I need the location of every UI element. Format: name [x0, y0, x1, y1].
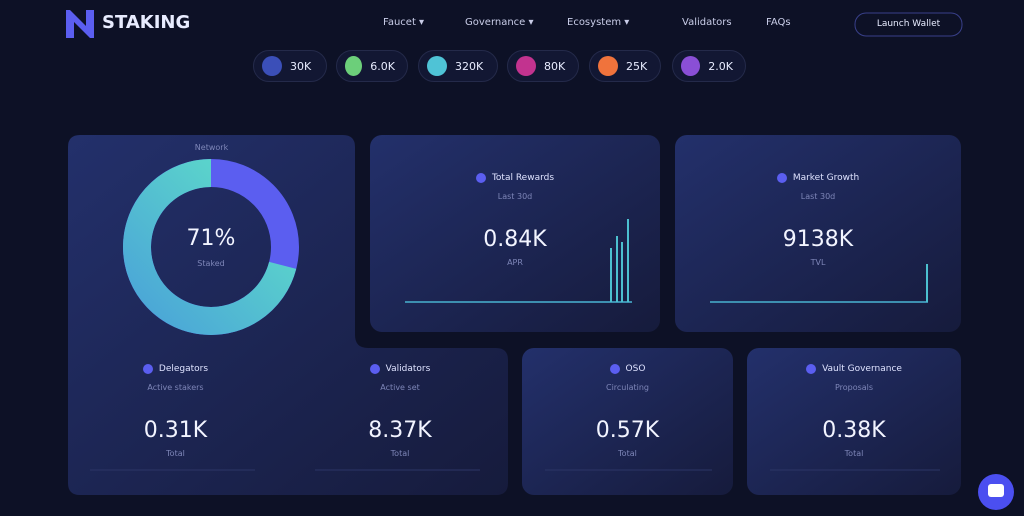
token-pill[interactable]: 320K [418, 50, 498, 82]
card [522, 348, 733, 495]
token-label: 80K [544, 59, 566, 73]
token-label: 30K [290, 59, 312, 73]
token-pill[interactable]: 2.0K [672, 50, 746, 82]
card-title-text: Validators [385, 364, 431, 374]
card-icon [776, 173, 787, 183]
nav-item[interactable]: Ecosystem ▾ [567, 17, 630, 28]
card-value: 0.57K [595, 418, 660, 443]
donut [123, 159, 299, 335]
card-value: 8.37K [368, 418, 432, 443]
token-label: 6.0K [370, 59, 395, 73]
token-pill[interactable]: 30K [253, 50, 327, 82]
card-caption: Total [844, 449, 864, 458]
card-caption: Total [390, 449, 410, 458]
logo [66, 10, 94, 38]
card-value: 0.84K [483, 227, 547, 252]
card-title-text: Total Rewards [491, 173, 555, 183]
token-icon [681, 56, 701, 76]
donut-arc [123, 159, 297, 335]
card-subtitle: Last 30d [497, 192, 533, 201]
token-icon [262, 56, 282, 76]
card-title: Market Growth [675, 173, 961, 183]
card-icon [806, 364, 817, 374]
button-outline[interactable] [854, 12, 963, 37]
donut-value: 71% [186, 226, 236, 251]
card-value: 0.38K [822, 418, 886, 443]
card-caption: APR [507, 258, 523, 267]
overview-panel [68, 135, 508, 495]
card-icon [475, 173, 486, 183]
card-title: Validators [290, 364, 510, 374]
card-icon [142, 364, 153, 374]
card-title-text: OSO [625, 364, 646, 374]
card-caption: Total [618, 449, 637, 458]
card-subtitle: Active stakers [147, 383, 204, 392]
token-icon [427, 56, 447, 76]
brand: STAKING [102, 12, 191, 33]
nav-item[interactable]: Faucet ▾ [383, 17, 425, 28]
card-subtitle: Last 30d [800, 192, 836, 201]
nav-item[interactable]: Validators [682, 17, 732, 28]
card-icon [609, 364, 620, 374]
token-icon [345, 56, 363, 76]
card-value: 0.31K [143, 418, 208, 443]
token-label: 2.0K [708, 59, 733, 73]
card-subtitle: Active set [380, 383, 420, 392]
card-title-text: Market Growth [792, 173, 860, 183]
wallet-button[interactable]: Launch Wallet [876, 19, 941, 29]
card-subtitle: Proposals [834, 383, 874, 392]
card-title-text: Vault Governance [822, 364, 902, 374]
token-pill[interactable]: 25K [589, 50, 661, 82]
card [675, 135, 961, 332]
card-caption: Total [166, 449, 185, 458]
card-icon [369, 364, 380, 374]
token-pill[interactable]: 80K [507, 50, 579, 82]
nav-item[interactable]: FAQs [766, 17, 791, 28]
card-title: Network [194, 143, 229, 152]
card-value: 9138K [782, 227, 854, 252]
card-title: Delegators [68, 364, 283, 374]
token-label: 25K [626, 59, 648, 73]
card-title: OSO [522, 364, 733, 374]
card [370, 135, 660, 332]
card-subtitle: Circulating [605, 383, 650, 392]
token-icon [598, 56, 618, 76]
card-title: Vault Governance [747, 364, 961, 374]
donut-caption: Staked [197, 259, 225, 268]
card [747, 348, 961, 495]
sparkline [405, 219, 928, 303]
nav-item[interactable]: Governance ▾ [465, 17, 534, 28]
card-title-text: Delegators [158, 364, 209, 374]
token-icon [516, 56, 536, 76]
card-caption: TVL [810, 258, 826, 267]
token-pill[interactable]: 6.0K [336, 50, 408, 82]
token-label: 320K [455, 59, 484, 73]
chat-icon [988, 484, 1004, 497]
card-title: Total Rewards [370, 173, 660, 183]
